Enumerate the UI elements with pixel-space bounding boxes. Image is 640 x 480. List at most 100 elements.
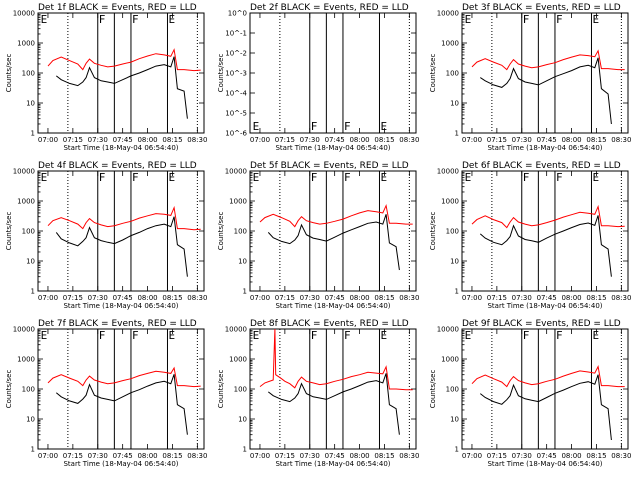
x-axis-label: Start Time (18-May-04 06:54:40) <box>275 302 390 310</box>
detector-panel-4: Det 4f BLACK = Events, RED = LLD Counts/s… <box>5 161 207 310</box>
y-tick-label: 1000 <box>17 356 35 364</box>
x-tick-label: 07:30 <box>88 452 108 460</box>
y-tick-label: 1000 <box>229 198 247 206</box>
flag-letter: F <box>132 13 139 26</box>
x-tick-label: 07:45 <box>113 294 133 302</box>
y-tick-label: 1 <box>31 446 35 454</box>
x-tick-label: 07:45 <box>537 136 557 144</box>
x-tick-label: 07:30 <box>88 294 108 302</box>
flag-letter: F <box>344 171 351 184</box>
y-tick-label: 1000 <box>441 198 459 206</box>
x-axis-label: Start Time (18-May-04 06:54:40) <box>487 144 602 152</box>
series-line-lld <box>47 48 201 72</box>
x-tick-label: 08:30 <box>611 136 631 144</box>
detector-panel-5: Det 5f BLACK = Events, RED = LLD Counts/s… <box>217 161 419 310</box>
x-tick-label: 07:30 <box>512 136 532 144</box>
flag-letter: E <box>592 171 599 184</box>
flag-letter: E <box>253 171 260 184</box>
flag-letter: E <box>380 329 387 342</box>
y-tick-label: 1 <box>455 130 459 138</box>
x-tick-label: 08:15 <box>374 136 394 144</box>
plot-frame <box>461 328 629 450</box>
x-axis-label: Start Time (18-May-04 06:54:40) <box>487 302 602 310</box>
x-tick-label: 07:15 <box>275 136 295 144</box>
y-tick-label: 10 <box>450 416 459 424</box>
flag-letter: F <box>523 171 530 184</box>
x-tick-label: 07:00 <box>462 136 482 144</box>
y-tick-label: 10 <box>26 100 35 108</box>
y-tick-label: 10^-4 <box>225 90 247 98</box>
flag-letter: E <box>253 329 260 342</box>
x-tick-label: 07:30 <box>300 136 320 144</box>
flag-letter: F <box>344 329 351 342</box>
x-tick-label: 07:15 <box>63 294 83 302</box>
flag-letter: E <box>592 329 599 342</box>
x-axis-label: Start Time (18-May-04 06:54:40) <box>275 460 390 468</box>
y-tick-label: 10^0 <box>228 10 247 18</box>
series-line-events <box>55 216 188 277</box>
series-line-lld <box>471 365 625 388</box>
detector-panel-7: Det 7f BLACK = Events, RED = LLD Counts/s… <box>5 319 207 468</box>
y-tick-label: 10^-2 <box>225 50 247 58</box>
y-tick-label: 1000 <box>441 40 459 48</box>
series-line-events <box>267 373 400 435</box>
y-tick-label: 1 <box>31 130 35 138</box>
x-tick-label: 07:00 <box>250 294 270 302</box>
x-tick-label: 08:00 <box>561 136 581 144</box>
x-tick-label: 07:15 <box>275 452 295 460</box>
x-tick-label: 08:30 <box>187 452 207 460</box>
y-axis-label: Counts/sec <box>217 54 225 93</box>
plot-frame <box>249 170 417 292</box>
x-tick-label: 08:00 <box>561 294 581 302</box>
x-tick-label: 07:15 <box>487 294 507 302</box>
detector-panel-6: Det 6f BLACK = Events, RED = LLD Counts/s… <box>429 161 631 310</box>
flag-letter: F <box>311 329 318 342</box>
y-tick-label: 10 <box>238 258 247 266</box>
y-tick-label: 1 <box>31 288 35 296</box>
y-tick-label: 10000 <box>13 168 35 176</box>
series-line-lld <box>47 366 201 388</box>
y-tick-label: 1000 <box>229 356 247 364</box>
flag-letter: F <box>556 13 563 26</box>
x-tick-label: 07:15 <box>487 452 507 460</box>
x-tick-label: 07:00 <box>38 294 58 302</box>
y-tick-label: 1 <box>243 288 247 296</box>
y-tick-label: 1000 <box>441 356 459 364</box>
x-tick-label: 07:15 <box>63 136 83 144</box>
y-tick-label: 10000 <box>437 326 459 334</box>
y-tick-label: 10 <box>238 416 247 424</box>
flag-letter: E <box>380 120 387 133</box>
x-tick-label: 08:00 <box>349 136 369 144</box>
x-tick-label: 07:15 <box>275 294 295 302</box>
x-tick-label: 08:00 <box>137 294 157 302</box>
flag-letter: F <box>132 329 139 342</box>
flag-letter: F <box>99 171 106 184</box>
x-tick-label: 07:00 <box>462 294 482 302</box>
x-tick-label: 08:15 <box>374 294 394 302</box>
flag-letter: E <box>168 329 175 342</box>
flag-letter: E <box>41 171 48 184</box>
y-axis-label: Counts/sec <box>429 212 437 251</box>
series-line-events <box>55 374 188 435</box>
x-tick-label: 08:30 <box>399 136 419 144</box>
x-tick-label: 08:30 <box>187 136 207 144</box>
y-tick-label: 10^-6 <box>225 130 247 138</box>
x-tick-label: 07:45 <box>113 136 133 144</box>
flag-letter: E <box>41 329 48 342</box>
series-line-lld <box>471 204 625 229</box>
x-tick-label: 07:30 <box>88 136 108 144</box>
x-tick-label: 07:00 <box>250 136 270 144</box>
panel-title: Det 3f BLACK = Events, RED = LLD <box>462 3 621 13</box>
x-tick-label: 07:00 <box>250 452 270 460</box>
series-line-lld <box>259 203 413 228</box>
y-tick-label: 10 <box>26 416 35 424</box>
y-tick-label: 1000 <box>17 198 35 206</box>
plot-frame <box>37 170 205 292</box>
series-line-events <box>267 214 400 271</box>
detector-panel-9: Det 9f BLACK = Events, RED = LLD Counts/s… <box>429 319 631 468</box>
x-axis-label: Start Time (18-May-04 06:54:40) <box>63 302 178 310</box>
plot-frame <box>37 12 205 134</box>
y-tick-label: 100 <box>446 70 459 78</box>
panel-title: Det 2f BLACK = Events, RED = LLD <box>250 3 409 13</box>
